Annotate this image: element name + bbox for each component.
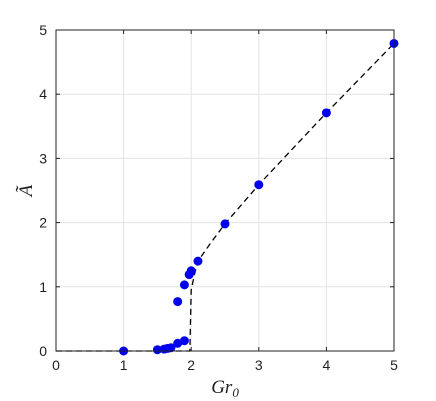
y-axis-label: Ã — [16, 184, 37, 198]
data-point — [254, 180, 264, 190]
y-tick-label: 2 — [39, 215, 47, 231]
x-tick-label: 2 — [187, 357, 195, 373]
grid-lines — [55, 29, 395, 352]
y-tick-label: 4 — [39, 86, 47, 102]
x-tick-label: 4 — [323, 357, 331, 373]
y-axis-ticks: 0 1 2 3 4 5 — [39, 22, 394, 359]
x-axis-label: Gr0 — [211, 377, 239, 400]
data-point — [173, 297, 183, 307]
y-tick-label: 0 — [39, 343, 47, 359]
data-point — [179, 280, 189, 290]
data-point — [179, 336, 189, 346]
x-tick-label: 3 — [255, 357, 263, 373]
x-tick-label: 5 — [390, 357, 398, 373]
plot-frame — [55, 29, 395, 352]
data-point — [321, 108, 331, 118]
data-point — [220, 219, 230, 229]
x-axis-label-main: Gr — [211, 377, 233, 398]
data-point — [186, 266, 196, 276]
y-tick-label: 5 — [39, 22, 47, 38]
x-tick-label: 1 — [120, 357, 128, 373]
fit-curve-path — [56, 43, 395, 352]
y-tick-label: 3 — [39, 150, 47, 166]
x-axis-ticks: 0 1 2 3 4 5 — [52, 30, 398, 373]
y-tick-label: 1 — [39, 279, 47, 295]
x-tick-label: 0 — [52, 357, 60, 373]
dashed-fit-curve — [56, 43, 395, 352]
data-point — [166, 343, 176, 353]
data-point — [193, 256, 203, 266]
x-axis-label-subscript: 0 — [232, 385, 239, 400]
